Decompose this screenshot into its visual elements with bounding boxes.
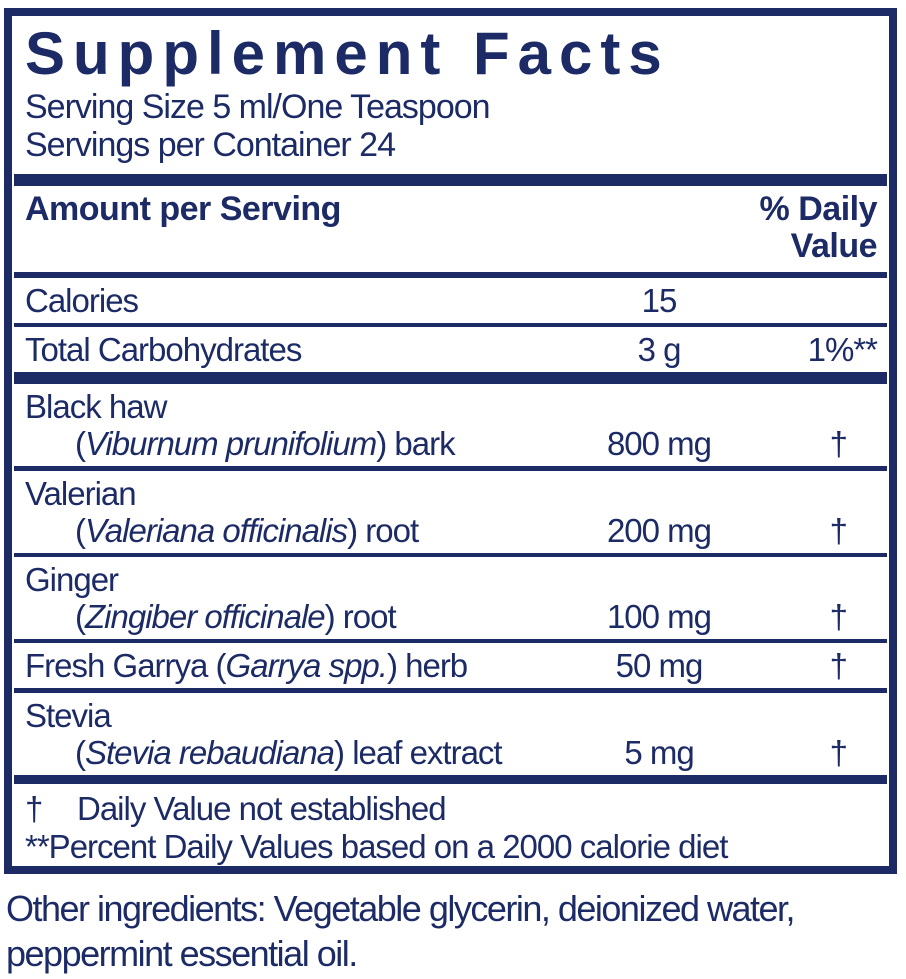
- latin-close: ) root: [324, 597, 397, 635]
- ingredient-name: Black haw: [25, 388, 167, 426]
- ingredient-latin-line: (Valeriana officinalis) root: [25, 512, 579, 549]
- ingredient-row-fresh-garrya: Fresh Garrya (Garrya spp.) herb 50 mg †: [12, 643, 889, 688]
- latin-name: Garrya spp.: [225, 647, 388, 685]
- nutrient-name: Total Carbohydrates: [25, 331, 302, 369]
- ingredient-amount: 100 mg: [606, 597, 712, 635]
- divider-rule: [14, 688, 887, 693]
- daily-value-header-line2: Value: [790, 227, 878, 266]
- ingredient-amount: 50 mg: [615, 647, 704, 685]
- serving-size: Serving Size 5 ml/One Teaspoon: [25, 88, 491, 126]
- divider-bar-top: [14, 174, 887, 187]
- other-ingredients: Other ingredients: Vegetable glycerin, d…: [6, 888, 796, 974]
- divider-rule: [14, 638, 887, 644]
- latin-open: (: [75, 425, 86, 463]
- ingredient-row-stevia: Stevia (Stevia rebaudiana) leaf extract …: [12, 693, 889, 775]
- divider-rule: [14, 323, 887, 328]
- dagger-symbol: †: [25, 790, 43, 828]
- ingredient-text: Ginger (Zingiber officinale) root: [25, 561, 579, 635]
- footnote-percent: **Percent Daily Values based on a 2000 c…: [12, 828, 889, 866]
- latin-close: ) leaf extract: [334, 733, 503, 771]
- daily-value-header: % Daily Value: [759, 190, 878, 266]
- ingredient-amount: 800 mg: [606, 425, 712, 463]
- ingredient-latin-line: (Stevia rebaudiana) leaf extract: [25, 734, 579, 771]
- ingredient-amount: 5 mg: [624, 733, 694, 771]
- ingredient-text: Valerian (Valeriana officinalis) root: [25, 475, 579, 549]
- nutrient-row-calories: Calories 15: [12, 278, 889, 323]
- latin-name: Zingiber officinale: [85, 597, 326, 635]
- ingredient-name: Stevia: [25, 696, 112, 734]
- amount-per-serving-header: Amount per Serving: [25, 190, 341, 229]
- nutrient-name: Calories: [25, 282, 139, 320]
- ingredient-text: Fresh Garrya (Garrya spp.) herb: [25, 647, 579, 684]
- ingredient-latin-line: (Zingiber officinale) root: [25, 598, 579, 635]
- ingredient-amount: 200 mg: [606, 511, 712, 549]
- latin-open: (: [75, 733, 86, 771]
- divider-bar-bottom: [14, 774, 887, 785]
- ingredient-name: Fresh Garrya (: [25, 647, 227, 685]
- ingredient-name: Ginger: [25, 560, 119, 598]
- divider-bar-middle: [14, 372, 887, 385]
- ingredient-name: Valerian: [25, 474, 137, 512]
- latin-name: Viburnum prunifolium: [85, 425, 377, 463]
- latin-close: ) root: [347, 511, 419, 549]
- latin-close: ) bark: [376, 425, 455, 463]
- latin-open: (: [75, 597, 86, 635]
- panel-title: Supplement Facts: [25, 20, 670, 87]
- nutrient-amount: 15: [641, 282, 678, 320]
- nutrient-row-carbohydrates: Total Carbohydrates 3 g 1%**: [12, 327, 889, 372]
- latin-name: Stevia rebaudiana: [85, 733, 335, 771]
- ingredient-daily-value: †: [829, 597, 848, 635]
- footnote-daily-value-text: Daily Value not established: [77, 790, 447, 828]
- ingredient-text: Stevia (Stevia rebaudiana) leaf extract: [25, 697, 579, 771]
- footnote-daily-value: † Daily Value not established: [12, 784, 889, 828]
- nutrient-daily-value: 1%**: [807, 331, 878, 369]
- divider-rule: [14, 272, 887, 279]
- nutrient-amount: 3 g: [637, 331, 682, 369]
- ingredient-daily-value: †: [829, 647, 848, 685]
- daily-value-header-line1: % Daily: [759, 190, 878, 229]
- latin-open: (: [75, 511, 86, 549]
- ingredient-daily-value: †: [829, 733, 848, 771]
- ingredient-daily-value: †: [829, 511, 848, 549]
- supplement-facts-panel: Supplement Facts Serving Size 5 ml/One T…: [4, 8, 897, 874]
- latin-name: Valeriana officinalis: [85, 511, 348, 549]
- latin-close: ) herb: [386, 647, 468, 685]
- column-header-row: Amount per Serving % Daily Value: [12, 186, 889, 268]
- divider-rule: [14, 552, 887, 557]
- footnote-percent-text: **Percent Daily Values based on a 2000 c…: [25, 828, 728, 866]
- ingredient-latin-line: (Viburnum prunifolium) bark: [25, 425, 579, 462]
- divider-rule: [14, 466, 887, 471]
- servings-per-container: Servings per Container 24: [25, 126, 396, 164]
- ingredient-row-ginger: Ginger (Zingiber officinale) root 100 mg…: [12, 557, 889, 639]
- ingredient-row-valerian: Valerian (Valeriana officinalis) root 20…: [12, 471, 889, 553]
- ingredient-row-black-haw: Black haw (Viburnum prunifolium) bark 80…: [12, 384, 889, 466]
- ingredient-text: Black haw (Viburnum prunifolium) bark: [25, 388, 579, 462]
- ingredient-daily-value: †: [829, 425, 848, 463]
